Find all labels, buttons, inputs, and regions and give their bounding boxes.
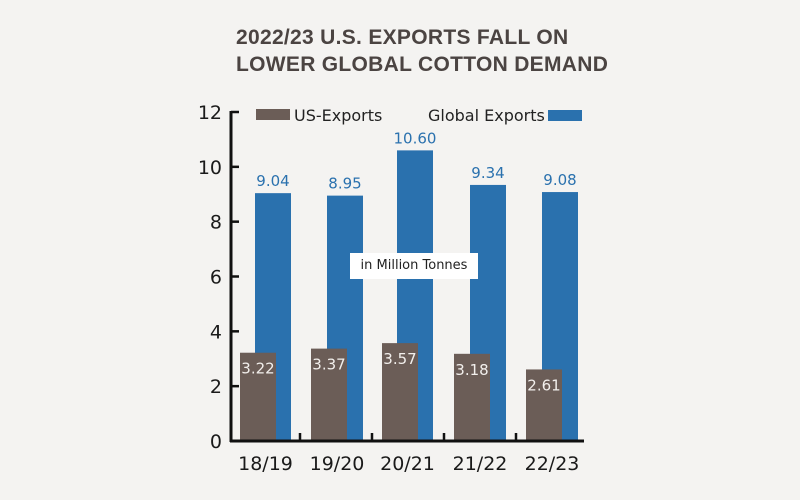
chart-title: 2022/23 U.S. EXPORTS FALL ON LOWER GLOBA… [236, 24, 608, 78]
y-tick-label: 2 [210, 376, 222, 398]
x-tick-label: 19/20 [310, 453, 365, 475]
y-tick-label: 0 [210, 431, 222, 453]
x-tick-label: 22/23 [525, 453, 580, 475]
legend-swatch-us-exports [256, 109, 290, 120]
global-exports-value-label: 10.60 [394, 129, 437, 147]
global-exports-value-label: 9.34 [471, 164, 504, 182]
y-tick-label: 4 [210, 321, 222, 343]
us-exports-bar [240, 352, 276, 441]
x-tick-label: 20/21 [380, 453, 435, 475]
x-tick-label: 18/19 [238, 453, 293, 475]
us-exports-value-label: 3.37 [312, 356, 345, 374]
us-exports-bar [526, 369, 562, 441]
us-exports-value-label: 3.18 [455, 361, 488, 379]
y-tick-label: 8 [210, 212, 222, 234]
x-tick-label: 21/22 [453, 453, 508, 475]
us-exports-value-label: 3.57 [383, 350, 416, 368]
us-exports-value-label: 2.61 [527, 376, 560, 394]
global-exports-value-label: 9.04 [256, 172, 289, 190]
us-exports-value-label: 3.22 [241, 360, 274, 378]
y-tick-label: 6 [210, 267, 222, 289]
unit-note: in Million Tonnes [350, 253, 478, 279]
legend-swatch-global-exports [548, 110, 582, 121]
global-exports-value-label: 9.08 [543, 171, 576, 189]
y-tick-label: 12 [198, 102, 222, 124]
chart-title-line-2: LOWER GLOBAL COTTON DEMAND [236, 53, 609, 76]
y-tick-label: 10 [198, 157, 222, 179]
global-exports-value-label: 8.95 [328, 175, 361, 193]
legend-label-global-exports: Global Exports [428, 106, 545, 125]
us-exports-bar [454, 353, 490, 441]
us-exports-bar [311, 348, 347, 441]
chart-title-line-1: 2022/23 U.S. EXPORTS FALL ON [236, 26, 569, 49]
legend-label-us-exports: US-Exports [294, 106, 382, 125]
us-exports-bar [382, 343, 418, 441]
